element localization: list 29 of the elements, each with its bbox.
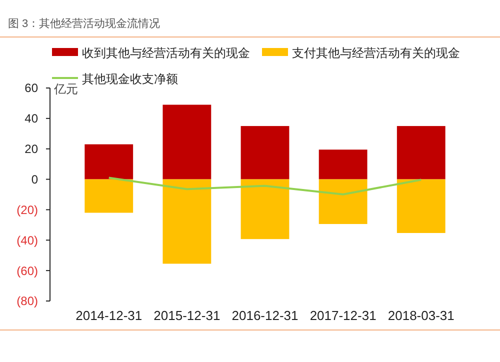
bar: [240, 126, 290, 180]
y-tick-label: (40): [16, 233, 38, 248]
legend-label: 支付其他与经营活动有关的现金: [292, 46, 460, 60]
bar: [318, 150, 368, 180]
bar: [84, 179, 134, 213]
y-tick-label: (80): [16, 294, 38, 308]
y-tick-label: (60): [16, 264, 38, 278]
bar: [396, 179, 446, 233]
y-axis-title: 亿元: [53, 82, 78, 96]
y-tick-label: 20: [24, 142, 38, 156]
x-tick-label: 2014-12-31: [76, 308, 142, 323]
bar: [318, 179, 368, 224]
y-tick-label: 60: [24, 81, 38, 96]
legend-label: 其他现金收支净额: [82, 72, 178, 86]
x-tick-label: 2016-12-31: [232, 308, 298, 323]
bar: [162, 179, 212, 264]
y-tick-label: (20): [16, 202, 38, 217]
line-series: [108, 176, 422, 196]
legend-label: 收到其他与经营活动有关的现金: [82, 46, 250, 60]
y-tick-label: 40: [24, 112, 38, 126]
bar: [240, 179, 290, 240]
bar: [162, 104, 212, 180]
chart-title: 图 3：其他经营活动现金流情况: [8, 17, 160, 30]
x-tick-label: 2018-03-31: [388, 308, 454, 323]
bar: [396, 126, 446, 180]
bar: [84, 144, 134, 180]
y-tick-label: 0: [31, 172, 38, 186]
x-tick-label: 2015-12-31: [154, 308, 220, 323]
x-tick-label: 2017-12-31: [310, 308, 376, 323]
